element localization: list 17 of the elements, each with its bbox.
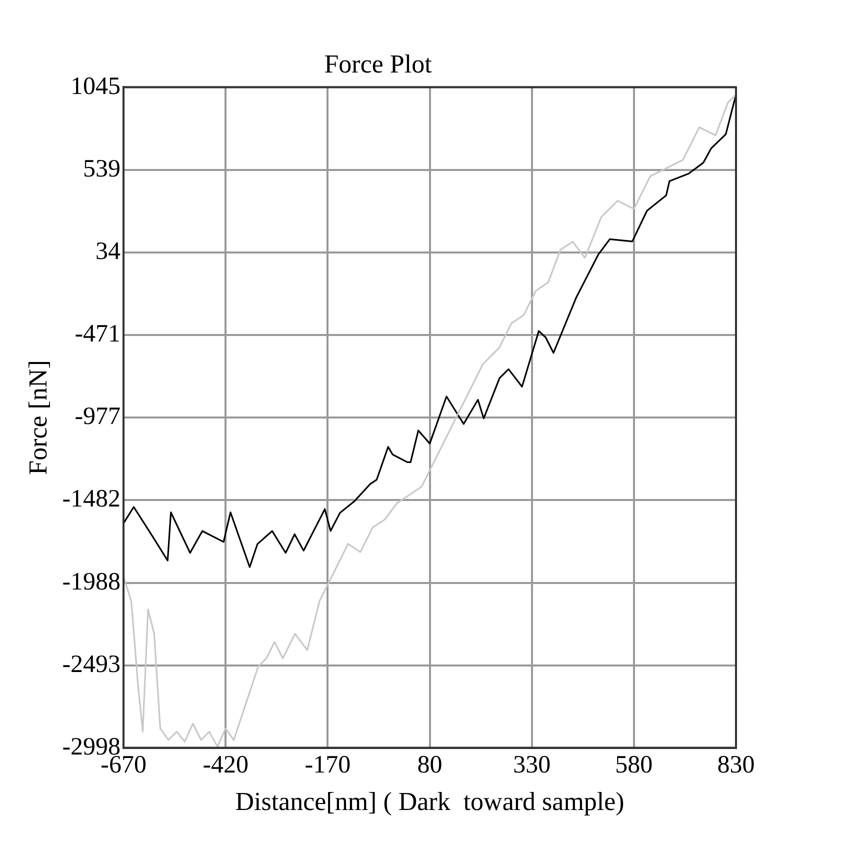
y-tick-label: -977 [74,403,121,430]
y-tick-label: -1988 [62,568,121,596]
x-tick-label: 80 [417,751,442,778]
y-tick-label: 539 [83,155,121,182]
x-tick-label: -170 [304,751,351,778]
x-tick-label: 580 [615,751,653,778]
y-tick-label: 1045 [70,72,121,100]
x-axis-title: Distance[nm] ( Dark toward sample) [235,787,624,816]
y-tick-label: -2493 [62,650,121,678]
y-tick-label: 34 [96,238,122,265]
y-axis-title: Force [nN] [23,360,52,475]
y-tick-label: -471 [74,320,121,348]
x-tick-label: 830 [717,751,755,778]
chart-title: Force Plot [324,49,433,78]
x-tick-label: 330 [513,751,551,778]
x-tick-label: -420 [202,751,249,778]
y-tick-label: -1482 [62,486,121,513]
